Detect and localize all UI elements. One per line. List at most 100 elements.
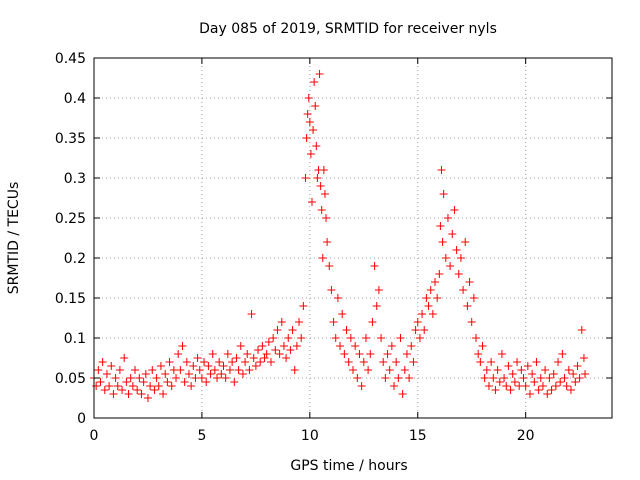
data-point — [318, 254, 327, 262]
data-point — [288, 326, 297, 334]
data-point — [361, 334, 370, 342]
data-point — [349, 366, 357, 374]
data-point — [487, 358, 496, 366]
y-tick-label: 0.4 — [64, 91, 86, 107]
data-point — [320, 190, 329, 198]
data-point — [148, 366, 157, 374]
data-point — [502, 382, 511, 390]
data-point — [426, 286, 435, 294]
data-point — [409, 358, 418, 366]
data-point — [137, 390, 146, 398]
data-point — [161, 370, 170, 378]
data-point — [180, 378, 189, 386]
data-point — [102, 370, 111, 378]
data-point — [277, 318, 286, 326]
data-point — [215, 358, 224, 366]
data-point — [105, 382, 114, 390]
data-point — [530, 378, 539, 386]
data-point — [545, 374, 554, 382]
chart-title: Day 085 of 2019, SRMTID for receiver nyl… — [199, 21, 497, 37]
x-tick-label: 10 — [301, 428, 319, 444]
data-point — [366, 350, 375, 358]
data-point — [374, 286, 383, 294]
data-point — [126, 374, 135, 382]
data-point — [521, 382, 530, 390]
data-point — [491, 386, 500, 394]
data-point — [284, 334, 293, 342]
data-point — [387, 342, 396, 350]
data-point — [554, 358, 563, 366]
data-point — [556, 378, 565, 386]
data-point — [249, 354, 258, 362]
data-point — [390, 382, 399, 390]
data-point — [313, 174, 322, 182]
data-point — [182, 358, 191, 366]
data-point — [344, 358, 353, 366]
y-tick-label: 0.2 — [64, 251, 86, 267]
data-point — [346, 334, 355, 342]
data-point — [167, 382, 176, 390]
data-point — [323, 238, 332, 246]
data-point — [124, 390, 133, 398]
data-point — [467, 318, 476, 326]
data-point — [286, 346, 295, 354]
data-point — [193, 354, 202, 362]
data-point — [372, 302, 381, 310]
data-point — [315, 70, 324, 78]
data-point — [392, 358, 401, 366]
data-point — [420, 326, 429, 334]
data-point — [187, 382, 196, 390]
data-point — [436, 222, 445, 230]
data-point — [357, 382, 366, 390]
data-point — [454, 270, 463, 278]
data-point — [107, 362, 116, 370]
data-point — [260, 354, 269, 362]
data-point — [569, 370, 578, 378]
data-point — [456, 254, 465, 262]
data-point — [418, 310, 427, 318]
data-point — [340, 350, 349, 358]
data-point — [279, 342, 288, 350]
y-tick-label: 0.45 — [55, 51, 86, 67]
data-point — [312, 142, 321, 150]
data-point — [562, 382, 571, 390]
data-point — [128, 382, 137, 390]
data-point — [495, 378, 504, 386]
data-point — [353, 374, 362, 382]
x-tick-label: 5 — [197, 428, 206, 444]
data-point — [92, 382, 101, 390]
data-point — [96, 378, 105, 386]
data-point — [243, 350, 252, 358]
data-point — [478, 342, 487, 350]
data-point — [206, 370, 215, 378]
data-point — [225, 366, 234, 374]
data-point — [525, 390, 534, 398]
data-point — [536, 374, 545, 382]
data-point — [405, 374, 414, 382]
data-point — [327, 286, 336, 294]
data-point — [493, 366, 502, 374]
data-point — [476, 358, 485, 366]
data-point — [325, 262, 334, 270]
data-point — [304, 94, 313, 102]
data-point — [523, 362, 532, 370]
data-point — [472, 334, 481, 342]
data-point — [489, 374, 498, 382]
data-point — [247, 310, 256, 318]
data-point — [364, 366, 373, 374]
data-point — [504, 362, 513, 370]
data-point — [506, 386, 515, 394]
y-tick-label: 0.15 — [55, 291, 86, 307]
data-point — [150, 386, 159, 394]
data-point — [566, 386, 575, 394]
data-point — [213, 374, 222, 382]
data-point — [165, 358, 174, 366]
y-axis-label: SRMTID / TECUs — [6, 182, 22, 295]
data-point — [305, 118, 314, 126]
x-tick-label: 15 — [409, 428, 427, 444]
data-point — [532, 358, 541, 366]
data-point — [560, 374, 569, 382]
data-point — [295, 318, 304, 326]
y-tick-label: 0.3 — [64, 171, 86, 187]
